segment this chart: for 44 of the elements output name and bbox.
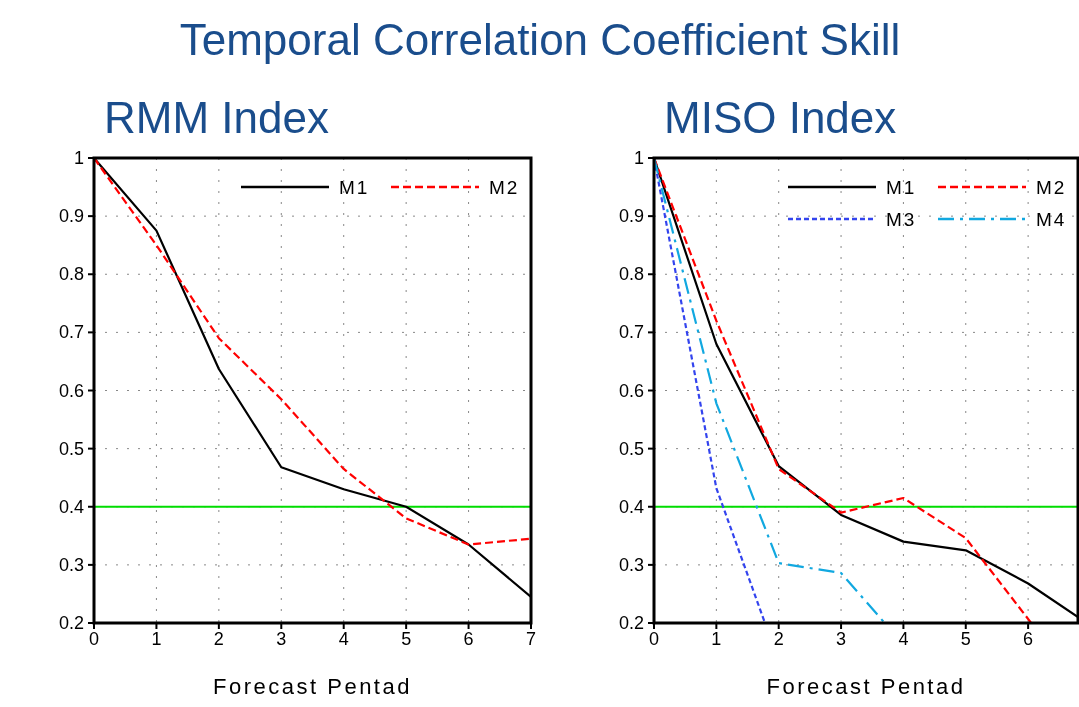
x-tick-label: 1 bbox=[151, 629, 162, 649]
y-tick-label: 0.2 bbox=[618, 613, 644, 633]
x-tick-label: 7 bbox=[525, 629, 537, 649]
y-tick-label: 0.5 bbox=[58, 438, 84, 459]
y-tick-label: 0.9 bbox=[618, 206, 644, 227]
x-axis-title: Forecast Pentad bbox=[213, 674, 412, 699]
x-tick-label: 0 bbox=[88, 629, 100, 649]
x-tick-label: 1 bbox=[711, 629, 722, 649]
y-tick-label: 0.3 bbox=[618, 554, 644, 575]
legend-label: M3 bbox=[886, 209, 917, 230]
chart-title: MISO Index bbox=[664, 93, 897, 142]
x-tick-label: 3 bbox=[836, 629, 847, 649]
y-tick-label: 0.7 bbox=[618, 322, 644, 343]
y-tick-label: 1 bbox=[73, 148, 84, 168]
x-tick-label: 0 bbox=[648, 629, 660, 649]
y-tick-label: 0.4 bbox=[58, 496, 84, 517]
y-tick-label: 0.2 bbox=[58, 613, 84, 633]
y-tick-label: 1 bbox=[633, 148, 644, 168]
legend-label: M1 bbox=[339, 177, 370, 198]
x-tick-label: 6 bbox=[463, 629, 474, 649]
x-tick-label: 2 bbox=[773, 629, 784, 649]
legend-label: M2 bbox=[1036, 177, 1067, 198]
y-tick-label: 0.6 bbox=[58, 380, 84, 401]
legend-label: M2 bbox=[489, 177, 520, 198]
y-tick-label: 0.9 bbox=[58, 206, 84, 227]
y-tick-label: 0.5 bbox=[618, 438, 644, 459]
y-tick-label: 0.8 bbox=[618, 264, 644, 285]
x-tick-label: 3 bbox=[276, 629, 287, 649]
x-tick-label: 4 bbox=[898, 629, 909, 649]
chart-title: RMM Index bbox=[104, 93, 329, 142]
x-tick-label: 5 bbox=[960, 629, 971, 649]
x-tick-label: 4 bbox=[338, 629, 349, 649]
y-tick-label: 0.4 bbox=[618, 496, 644, 517]
legend-label: M1 bbox=[886, 177, 917, 198]
y-tick-label: 0.6 bbox=[618, 380, 644, 401]
legend-label: M4 bbox=[1036, 209, 1067, 230]
text: Temporal Correlation Coefficient Skill bbox=[179, 15, 901, 64]
x-axis-title: Forecast Pentad bbox=[766, 674, 966, 699]
x-tick-label: 2 bbox=[213, 629, 224, 649]
y-tick-label: 0.7 bbox=[58, 322, 84, 343]
x-tick-label: 6 bbox=[1023, 629, 1034, 649]
y-tick-label: 0.3 bbox=[58, 554, 84, 575]
y-tick-label: 0.8 bbox=[58, 264, 84, 285]
x-tick-label: 5 bbox=[401, 629, 412, 649]
